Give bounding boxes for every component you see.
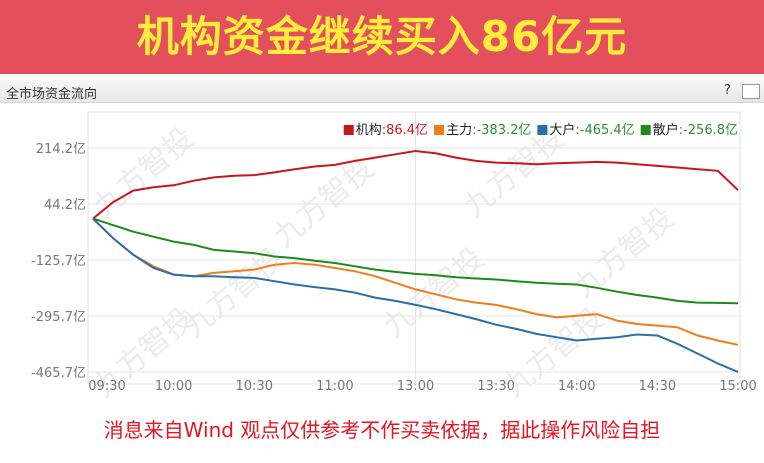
series-line — [92, 149, 739, 220]
legend-swatch — [640, 125, 651, 135]
series-line — [92, 217, 739, 373]
x-tick-label: 10:30 — [236, 379, 273, 394]
x-tick-label: 11:00 — [316, 379, 353, 394]
legend-value: :-256.8亿 — [679, 123, 738, 138]
legend-name: 散户 — [653, 122, 679, 138]
plot-area — [87, 111, 741, 385]
legend-value: :-465.4亿 — [575, 123, 634, 138]
legend-swatch — [343, 125, 354, 135]
legend-item: 大户:-465.4亿 — [537, 122, 635, 138]
series-line — [92, 217, 739, 346]
legend-label: 机构:86.4亿 — [356, 123, 428, 138]
y-tick-label: 44.2亿 — [44, 198, 86, 213]
x-tick-label: 14:30 — [639, 379, 676, 394]
legend-name: 机构 — [356, 123, 382, 138]
legend-swatch — [537, 125, 548, 135]
x-tick-label: 15:00 — [719, 379, 756, 394]
x-tick-label: 09:30 — [88, 379, 125, 394]
panel-title: 全市场资金流向 — [6, 87, 98, 102]
legend-item: 散户:-256.8亿 — [640, 122, 738, 138]
x-tick-label: 10:00 — [155, 379, 192, 394]
y-tick-label: -125.7亿 — [31, 254, 86, 269]
help-button[interactable]: ? — [724, 83, 731, 98]
legend-label: 大户:-465.4亿 — [549, 122, 634, 138]
legend-name: 大户 — [549, 122, 575, 138]
legend-label: 主力:-383.2亿 — [446, 123, 531, 138]
legend-name: 主力 — [446, 123, 472, 138]
legend-swatch — [434, 125, 445, 135]
panel-icon[interactable] — [742, 84, 760, 99]
legend-label: 散户:-256.8亿 — [653, 122, 738, 138]
x-tick-label: 13:30 — [477, 379, 514, 394]
x-tick-label: 13:00 — [397, 379, 434, 394]
y-tick-label: -295.7亿 — [31, 310, 86, 325]
legend-value: :-383.2亿 — [472, 123, 531, 138]
y-tick-label: 214.2亿 — [36, 142, 86, 157]
footer-note: 消息来自Wind 观点仅供参考不作买卖依据，据此操作风险自担 — [103, 418, 661, 442]
legend-item: 机构:86.4亿 — [343, 123, 428, 138]
y-tick-label: -465.7亿 — [31, 366, 86, 381]
legend-value: :86.4亿 — [382, 123, 428, 138]
banner-title: 机构资金继续买入86亿元 — [0, 0, 764, 74]
x-tick-label: 14:00 — [558, 379, 595, 394]
panel-header: 全市场资金流向 ? — [0, 80, 764, 103]
legend-item: 主力:-383.2亿 — [434, 123, 531, 138]
series-line — [92, 217, 739, 305]
